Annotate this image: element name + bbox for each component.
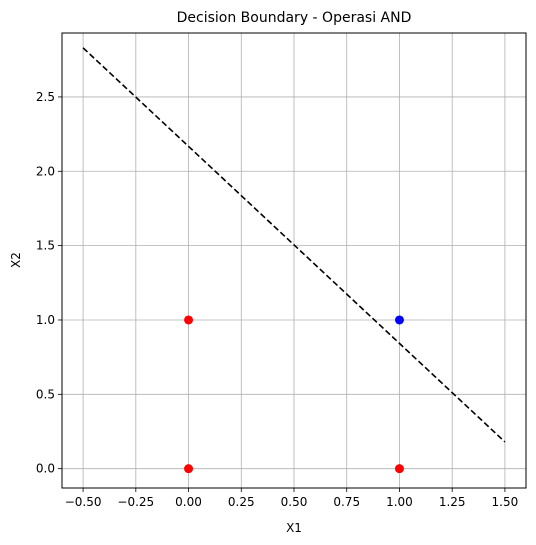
y-axis-label: X2 <box>9 252 23 268</box>
x-tick-label: 0.75 <box>333 495 360 509</box>
data-point <box>184 315 194 325</box>
x-tick-label: 1.25 <box>439 495 466 509</box>
x-tick-label: 0.25 <box>228 495 255 509</box>
data-point <box>394 315 404 325</box>
y-tick-label: 2.5 <box>36 90 55 104</box>
x-tick-label: 0.00 <box>175 495 202 509</box>
data-point <box>394 464 404 474</box>
x-tick-label: −0.25 <box>117 495 154 509</box>
x-axis-ticks: −0.50 −0.25 0.00 0.25 0.50 0.75 1.00 1.25 1.50 <box>65 488 519 509</box>
y-tick-label: 1.5 <box>36 239 55 253</box>
x-tick-label: 0.50 <box>281 495 308 509</box>
y-tick-label: 0.0 <box>36 462 55 476</box>
data-point <box>184 464 194 474</box>
y-tick-label: 2.0 <box>36 164 55 178</box>
x-tick-label: 1.50 <box>492 495 519 509</box>
y-tick-label: 0.5 <box>36 387 55 401</box>
x-axis-label: X1 <box>286 521 302 535</box>
x-tick-label: 1.00 <box>386 495 413 509</box>
decision-boundary-line <box>82 47 506 443</box>
y-axis-ticks: 0.0 0.5 1.0 1.5 2.0 2.5 <box>36 90 62 476</box>
decision-boundary <box>82 47 506 443</box>
x-tick-label: −0.50 <box>65 495 102 509</box>
data-points <box>184 315 404 474</box>
chart-title: Decision Boundary - Operasi AND <box>177 10 412 26</box>
y-tick-label: 1.0 <box>36 313 55 327</box>
